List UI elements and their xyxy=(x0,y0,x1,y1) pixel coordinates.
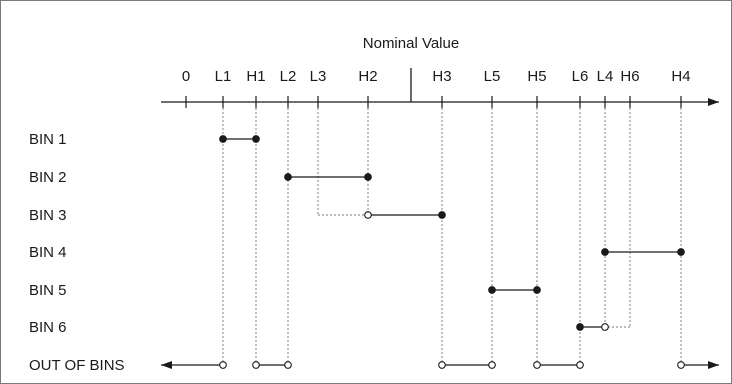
out-of-bins-ranges xyxy=(161,361,719,369)
tick-label-h2: H2 xyxy=(358,68,377,85)
bin1-end-point xyxy=(252,135,260,143)
bin6-start-point xyxy=(576,323,584,331)
bin1-start-point xyxy=(219,135,227,143)
out-of-bins-point-0 xyxy=(219,361,227,369)
out-of-bins-end-1 xyxy=(284,361,292,369)
row-label-0: BIN 1 xyxy=(29,131,67,148)
tick-label-h3: H3 xyxy=(432,68,451,85)
tick-label-h1: H1 xyxy=(246,68,265,85)
bin4-start-point xyxy=(601,248,609,256)
row-label-3: BIN 4 xyxy=(29,244,67,261)
tick-label-l4: L4 xyxy=(597,68,614,85)
row-label-6: OUT OF BINS xyxy=(29,357,125,374)
out-of-bins-start-1 xyxy=(252,361,260,369)
out-of-bins-start-2 xyxy=(438,361,446,369)
row-label-2: BIN 3 xyxy=(29,207,67,224)
bin3-end-point xyxy=(438,211,446,219)
dotted-guide-lines xyxy=(222,108,682,365)
value-axis xyxy=(161,68,719,108)
tick-label-h6: H6 xyxy=(620,68,639,85)
bin-row-labels: BIN 1 BIN 2 BIN 3 BIN 4 BIN 5 BIN 6 OUT OF BIN… xyxy=(29,131,125,374)
out-of-bins-point-4 xyxy=(677,361,685,369)
tick-label-h4: H4 xyxy=(671,68,690,85)
tick-label-l5: L5 xyxy=(484,68,501,85)
bin5-start-point xyxy=(488,286,496,294)
tick-label-l2: L2 xyxy=(280,68,297,85)
bin3-start-point xyxy=(364,211,372,219)
nominal-value-title: Nominal Value xyxy=(363,35,459,52)
tick-label-l1: L1 xyxy=(215,68,232,85)
bin-ranges xyxy=(219,135,685,331)
row-label-1: BIN 2 xyxy=(29,169,67,186)
row-label-5: BIN 6 xyxy=(29,319,67,336)
bin2-start-point xyxy=(284,173,292,181)
tick-label-zero: 0 xyxy=(182,68,190,85)
out-of-bins-end-3 xyxy=(576,361,584,369)
out-of-bins-start-3 xyxy=(533,361,541,369)
tick-label-l6: L6 xyxy=(572,68,589,85)
tick-label-l3: L3 xyxy=(310,68,327,85)
out-of-bins-end-2 xyxy=(488,361,496,369)
axis-tick-labels: 0 L1 H1 L2 L3 H2 H3 L5 H5 L6 L4 H6 H4 xyxy=(182,68,691,85)
tick-label-h5: H5 xyxy=(527,68,546,85)
bin5-end-point xyxy=(533,286,541,294)
row-label-4: BIN 5 xyxy=(29,282,67,299)
bin4-end-point xyxy=(677,248,685,256)
bin2-end-point xyxy=(364,173,372,181)
bin6-end-point xyxy=(601,323,609,331)
